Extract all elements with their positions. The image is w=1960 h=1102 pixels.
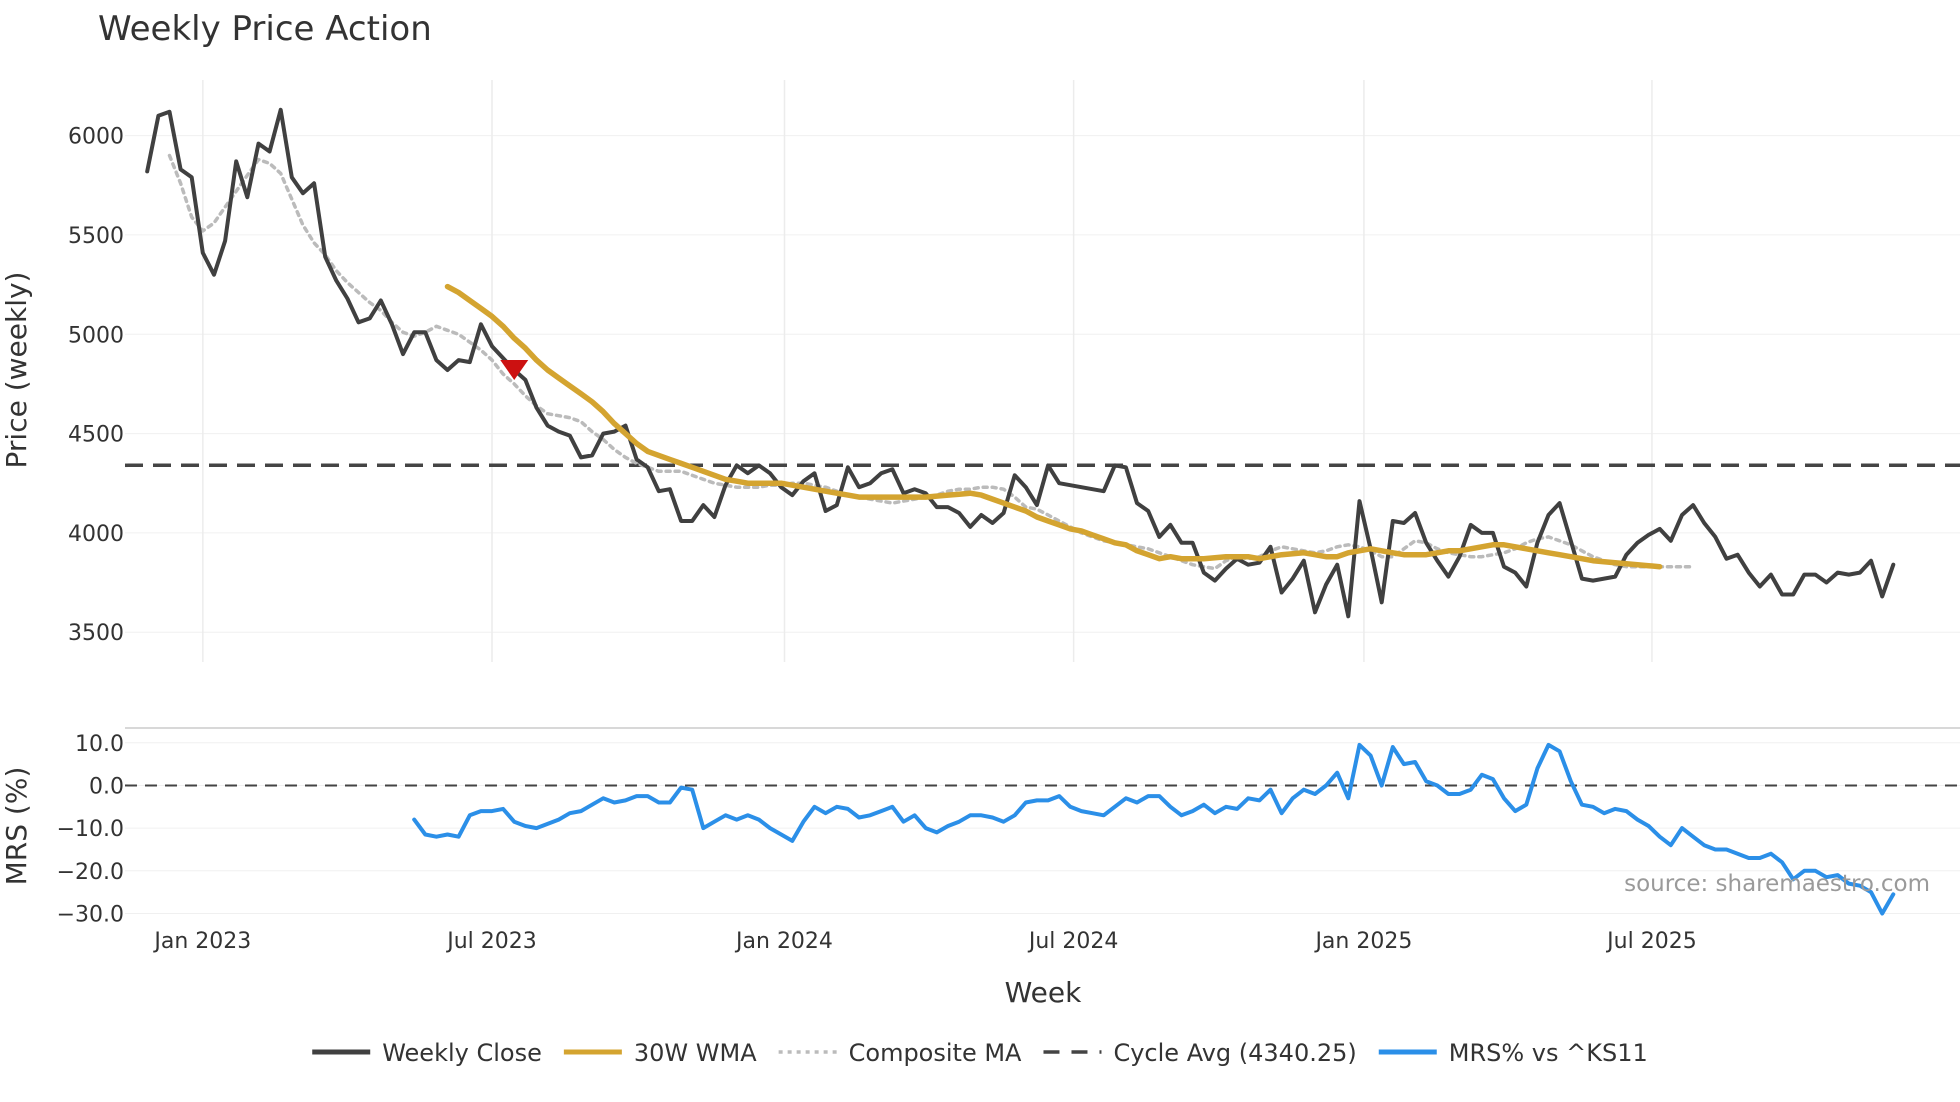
wma-30w-line — [444, 283, 1663, 570]
x-axis-label: Week — [1005, 976, 1082, 1009]
price-y-tick: 3500 — [68, 621, 124, 646]
legend-label: 30W WMA — [634, 1039, 757, 1067]
price-y-tick: 5000 — [68, 323, 124, 348]
mrs-y-tick: −20.0 — [57, 860, 124, 885]
mrs-y-tick: −10.0 — [57, 817, 124, 842]
x-tick: Jul 2025 — [1605, 929, 1697, 954]
price-gridlines — [125, 80, 1960, 662]
price-y-tick: 5500 — [68, 224, 124, 249]
mrs-line — [412, 742, 1896, 916]
x-tick: Jan 2025 — [1313, 929, 1412, 954]
legend-label: Cycle Avg (4340.25) — [1113, 1039, 1356, 1067]
price-y-tick: 6000 — [68, 125, 124, 150]
mrs-y-tick: 0.0 — [89, 774, 124, 799]
mrs-y-tick: 10.0 — [75, 732, 124, 757]
mrs-y-tick-labels: −30.0 −20.0 −10.0 0.0 10.0 — [57, 732, 124, 928]
price-markers — [500, 360, 529, 381]
mrs-series — [125, 742, 1960, 916]
price-series — [125, 107, 1960, 619]
x-tick: Jan 2023 — [152, 929, 251, 954]
x-tick: Jan 2024 — [734, 929, 833, 954]
mrs-y-axis-label: MRS (%) — [0, 767, 33, 886]
legend: Weekly Close 30W WMA Composite MA Cycle Avg… — [312, 1039, 1648, 1067]
x-tick: Jul 2023 — [445, 929, 537, 954]
source-note: source: sharemaestro.com — [1624, 871, 1930, 897]
chart-title: Weekly Price Action — [98, 9, 432, 49]
price-y-tick-labels: 3500 4000 4500 5000 5500 6000 — [68, 125, 124, 647]
price-y-tick: 4500 — [68, 423, 124, 448]
price-y-tick: 4000 — [68, 522, 124, 547]
price-y-axis-label: Price (weekly) — [0, 272, 33, 469]
legend-label: Composite MA — [849, 1039, 1022, 1067]
legend-label: Weekly Close — [382, 1039, 542, 1067]
composite-ma-line — [167, 153, 1695, 571]
x-tick: Jul 2024 — [1027, 929, 1119, 954]
weekly-close-line — [145, 107, 1896, 619]
legend-label: MRS% vs ^KS11 — [1449, 1039, 1648, 1067]
mrs-y-tick: −30.0 — [57, 902, 124, 927]
sell-signal-marker — [500, 360, 529, 381]
x-tick-labels: Jan 2023 Jul 2023 Jan 2024 Jul 2024 Jan 2025… — [152, 929, 1696, 954]
